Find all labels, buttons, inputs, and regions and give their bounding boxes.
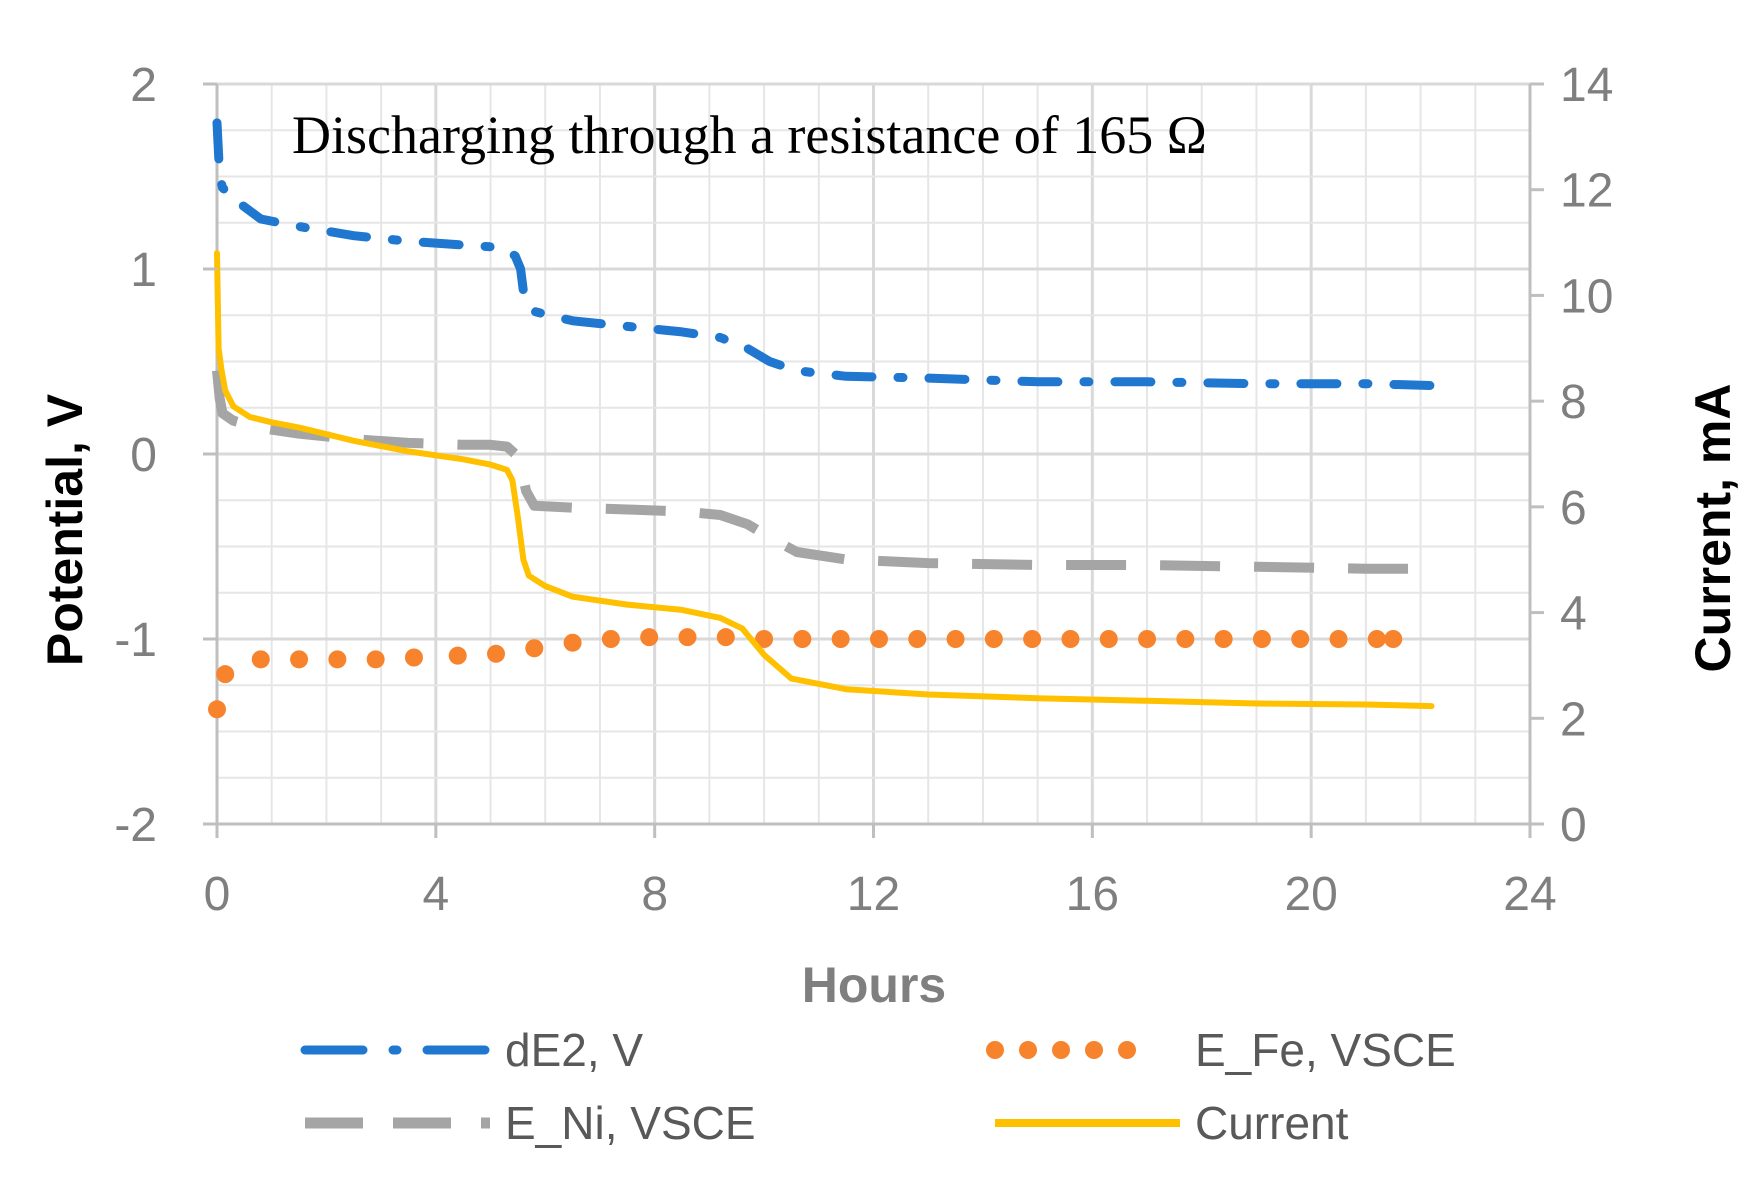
series-point-e-fe-vsce: [946, 630, 965, 648]
series-point-e-fe-vsce: [869, 630, 888, 648]
legend-label-efe: E_Fe, VSCE: [1195, 1024, 1456, 1076]
y-right-tick-label: 14: [1560, 59, 1613, 112]
y-left-tick-label: 0: [130, 429, 157, 482]
x-tick-label: 8: [641, 868, 668, 921]
series-point-e-fe-vsce: [251, 650, 270, 669]
series-point-e-fe-vsce: [1329, 630, 1348, 648]
y-right-tick-label: 10: [1560, 270, 1613, 323]
y-right-tick-label: 8: [1560, 376, 1587, 429]
x-tick-label: 12: [847, 868, 900, 921]
x-tick-label: 16: [1066, 868, 1119, 921]
series-line-e-ni-vsce: [212, 370, 1432, 574]
y-right-axis-title: Current, mA: [1685, 384, 1741, 673]
series-point-e-fe-vsce: [366, 650, 385, 669]
series-point-e-fe-vsce: [216, 665, 235, 684]
series-point-e-fe-vsce: [755, 630, 774, 648]
series-point-e-fe-vsce: [404, 648, 423, 667]
y-right-tick-label: 6: [1560, 482, 1587, 535]
series-point-e-fe-vsce: [328, 650, 347, 669]
series-point-e-fe-vsce: [601, 630, 620, 648]
series-layer: [208, 118, 1436, 719]
series-point-e-fe-vsce: [831, 630, 850, 648]
y-left-axis-title: Potential, V: [37, 393, 93, 666]
y-right-tick-label: 4: [1560, 588, 1587, 641]
legend-label-current: Current: [1195, 1097, 1349, 1149]
x-tick-label: 0: [204, 868, 231, 921]
y-left-tick-label: -1: [114, 614, 157, 667]
series-point-e-fe-vsce: [448, 646, 467, 665]
y-left-tick-label: 1: [130, 244, 157, 297]
y-right-tick-label: 0: [1560, 799, 1587, 852]
legend-label-de2: dE2, V: [505, 1024, 643, 1076]
series-point-e-fe-vsce: [984, 630, 1003, 648]
series-point-e-fe-vsce: [716, 628, 735, 647]
series-point-e-fe-vsce: [1252, 630, 1271, 648]
y-right-tick-label: 12: [1560, 165, 1613, 218]
series-point-e-fe-vsce: [1138, 630, 1157, 648]
y-left-tick-label: 2: [130, 59, 157, 112]
series-point-e-fe-vsce: [290, 650, 309, 669]
series-point-e-fe-vsce: [1023, 630, 1042, 648]
y-right-tick-label: 2: [1560, 693, 1587, 746]
series-point-e-fe-vsce: [208, 700, 226, 719]
series-point-e-fe-vsce: [1176, 630, 1195, 648]
y-left-tick-label: -2: [114, 799, 157, 852]
x-axis-title: Hours: [802, 957, 946, 1013]
series-line-de2-v: [212, 118, 1436, 390]
series-point-e-fe-vsce: [525, 639, 544, 658]
chart-title: Discharging through a resistance of 165 …: [292, 105, 1207, 165]
legend: dE2, V E_Fe, VSCE E_Ni, VSCE Current: [300, 1024, 1456, 1149]
series-point-e-fe-vsce: [1367, 630, 1386, 648]
legend-label-eni: E_Ni, VSCE: [505, 1097, 756, 1149]
x-tick-label: 20: [1284, 868, 1337, 921]
x-tick-label: 4: [422, 868, 449, 921]
series-point-e-fe-vsce: [1099, 630, 1118, 648]
series-point-e-fe-vsce: [640, 628, 659, 647]
series-point-e-fe-vsce: [678, 628, 697, 647]
series-point-e-fe-vsce: [1384, 630, 1403, 648]
x-tick-label: 24: [1503, 868, 1556, 921]
series-line-current: [214, 250, 1435, 710]
series-point-e-fe-vsce: [1214, 630, 1233, 648]
series-point-e-fe-vsce: [563, 633, 582, 652]
series-point-e-fe-vsce: [908, 630, 927, 648]
series-point-e-fe-vsce: [1061, 630, 1080, 648]
series-point-e-fe-vsce: [1291, 630, 1310, 648]
series-point-e-fe-vsce: [487, 644, 506, 663]
series-point-e-fe-vsce: [793, 630, 812, 648]
